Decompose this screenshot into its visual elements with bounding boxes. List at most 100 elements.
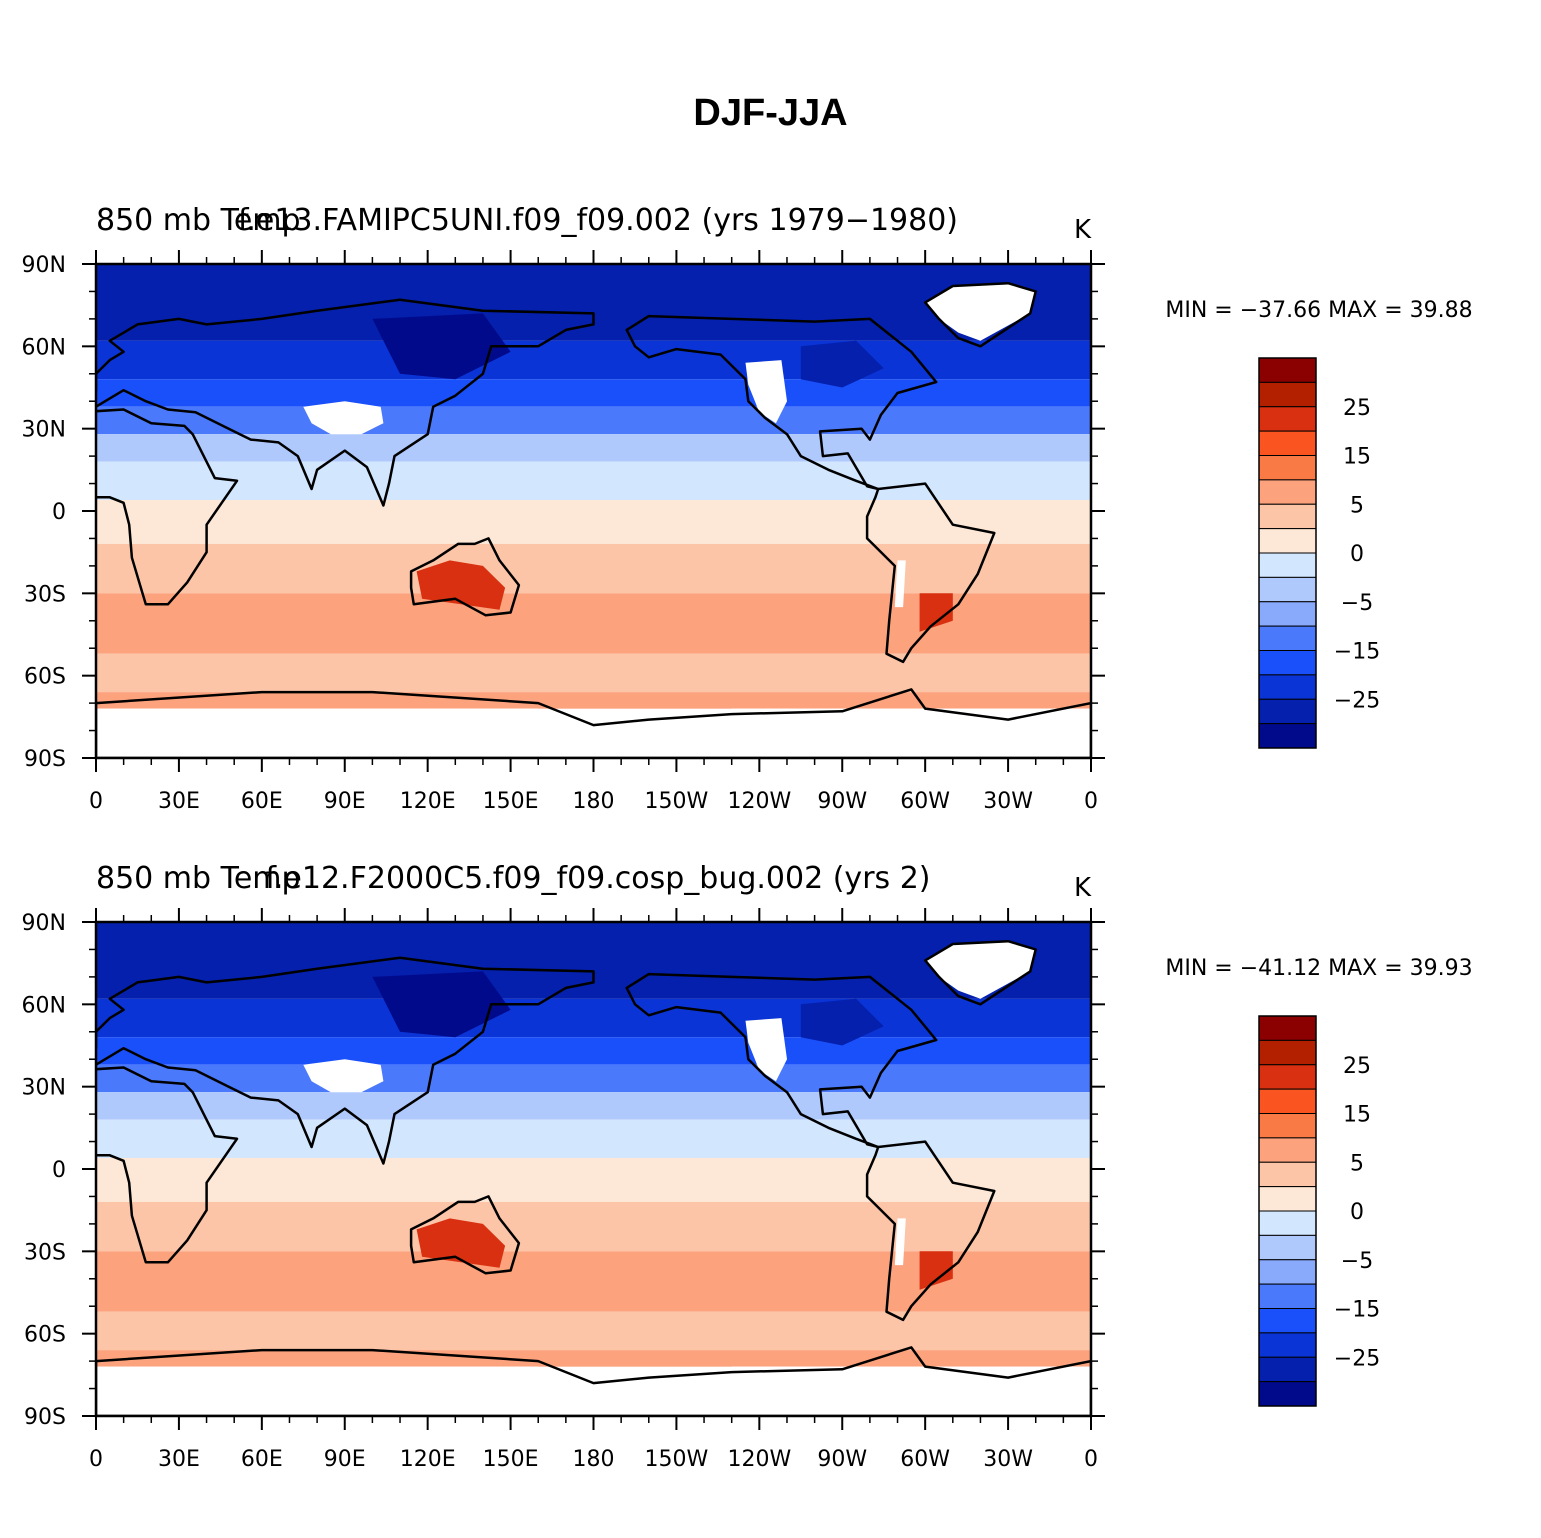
greenland-mask	[925, 941, 1036, 999]
y-tick-label: 90S	[24, 1405, 66, 1430]
south-america-outline	[865, 482, 996, 664]
colorbar-box	[1258, 1283, 1317, 1309]
colorbar-label: 0	[1350, 542, 1364, 567]
x-tick-label: 0	[1084, 1447, 1098, 1472]
x-tick-label: 60W	[900, 789, 950, 814]
colorbar-frame	[1258, 1015, 1317, 1407]
y-tick-label: 0	[52, 500, 66, 525]
x-tick-label: 150W	[645, 1447, 709, 1472]
colorbar-box	[1258, 601, 1317, 627]
colorbar-box	[1258, 1113, 1317, 1139]
colorbar-label: 15	[1343, 445, 1371, 470]
colorbar: 25 15 5 0 −5 −15 −25	[1258, 1015, 1380, 1407]
x-tick-label: 150E	[483, 1447, 539, 1472]
contour-band	[96, 1311, 1091, 1351]
y-tick-label: 90S	[24, 747, 66, 772]
colorbar-box	[1258, 1015, 1317, 1041]
contour-band	[96, 379, 1091, 407]
africa-outline	[96, 1066, 239, 1264]
antarctica-outline	[96, 688, 1091, 758]
x-tick-label: 90E	[324, 789, 366, 814]
min-max-stats: MIN = −41.12 MAX = 39.93	[1165, 956, 1472, 981]
y-tick-label: 0	[52, 1158, 66, 1183]
south-america-warm	[919, 1251, 953, 1290]
y-tick-label: 30N	[22, 1076, 66, 1101]
colorbar-label: −5	[1341, 1249, 1373, 1274]
x-tick-label: 90W	[817, 1447, 867, 1472]
x-tick-label: 0	[89, 789, 103, 814]
x-tick-label: 90W	[817, 789, 867, 814]
colorbar-box	[1258, 674, 1317, 700]
colorbar-box	[1258, 1137, 1317, 1163]
x-tick-label: 120E	[400, 1447, 456, 1472]
contour-field	[96, 922, 1091, 1416]
south-america-warm	[919, 593, 953, 632]
colorbar-label: 15	[1343, 1103, 1371, 1128]
contour-band	[96, 692, 1091, 709]
contour-band	[96, 1158, 1091, 1202]
x-tick-label: 30E	[158, 789, 200, 814]
y-tick-label: 30N	[22, 418, 66, 443]
contour-band	[96, 1092, 1091, 1120]
siberia-cold	[372, 313, 511, 380]
australia-outline	[409, 537, 521, 617]
colorbar-box	[1258, 1039, 1317, 1066]
contour-band	[96, 434, 1091, 462]
colorbar-box	[1258, 1308, 1317, 1334]
y-tick-label: 90N	[22, 911, 66, 936]
contour-band	[96, 543, 1091, 594]
contour-field	[96, 264, 1091, 758]
colorbar-box	[1258, 406, 1317, 432]
colorbar-box	[1258, 357, 1317, 383]
australia-warm	[416, 560, 506, 610]
north-america-outline	[625, 314, 938, 491]
x-tick-label: 60E	[241, 789, 283, 814]
y-tick-label: 60S	[24, 1323, 66, 1348]
y-tick-label: 60S	[24, 665, 66, 690]
x-tick-label: 150W	[645, 789, 709, 814]
colorbar-box	[1258, 576, 1317, 603]
contour-band	[96, 406, 1091, 435]
north-america-outline	[625, 972, 938, 1149]
contour-band	[96, 653, 1091, 693]
contour-band	[96, 998, 1091, 1038]
colorbar-box	[1258, 698, 1317, 725]
colorbar-label: −15	[1334, 1298, 1380, 1323]
colorbar-label: −25	[1334, 688, 1380, 713]
min-max-stats: MIN = −37.66 MAX = 39.88	[1165, 298, 1472, 323]
main-title: DJF-JJA	[693, 92, 848, 134]
eurasia-outline	[96, 956, 595, 1165]
colorbar-box	[1258, 1210, 1317, 1236]
greenland-mask	[925, 283, 1036, 341]
colorbar-box	[1258, 479, 1317, 505]
colorbar-box	[1258, 528, 1317, 554]
colorbar-label: −15	[1334, 640, 1380, 665]
colorbar-label: −5	[1341, 591, 1373, 616]
canada-cold	[800, 998, 884, 1046]
tibet-mask	[303, 401, 384, 435]
colorbar-box	[1258, 1381, 1317, 1407]
y-tick-label: 60N	[22, 993, 66, 1018]
colorbar-label: 25	[1343, 1054, 1371, 1079]
colorbar-box	[1258, 723, 1317, 749]
y-tick-label: 90N	[22, 253, 66, 278]
colorbar-label: 25	[1343, 396, 1371, 421]
colorbar-box	[1258, 1186, 1317, 1212]
canada-cold	[800, 340, 884, 388]
eurasia-outline	[96, 298, 595, 507]
map-panel-top: 850 mb Tempf.e13.FAMIPC5UNI.f09_f09.002 …	[22, 203, 1473, 814]
contour-band	[96, 1201, 1091, 1252]
y-tick-label: 30S	[24, 582, 66, 607]
x-tick-label: 0	[1084, 789, 1098, 814]
colorbar-box	[1258, 381, 1317, 408]
map-panel-bottom: 850 mb Tempf.e12.F2000C5.f09_f09.cosp_bu…	[22, 861, 1473, 1472]
colorbar-box	[1258, 1259, 1317, 1285]
x-tick-label: 150E	[483, 789, 539, 814]
colorbar-box	[1258, 1356, 1317, 1383]
colorbar-box	[1258, 625, 1317, 651]
colorbar-label: 5	[1350, 1151, 1364, 1176]
x-tick-label: 120E	[400, 789, 456, 814]
x-tick-label: 0	[89, 1447, 103, 1472]
colorbar-box	[1258, 650, 1317, 676]
x-tick-label: 90E	[324, 1447, 366, 1472]
